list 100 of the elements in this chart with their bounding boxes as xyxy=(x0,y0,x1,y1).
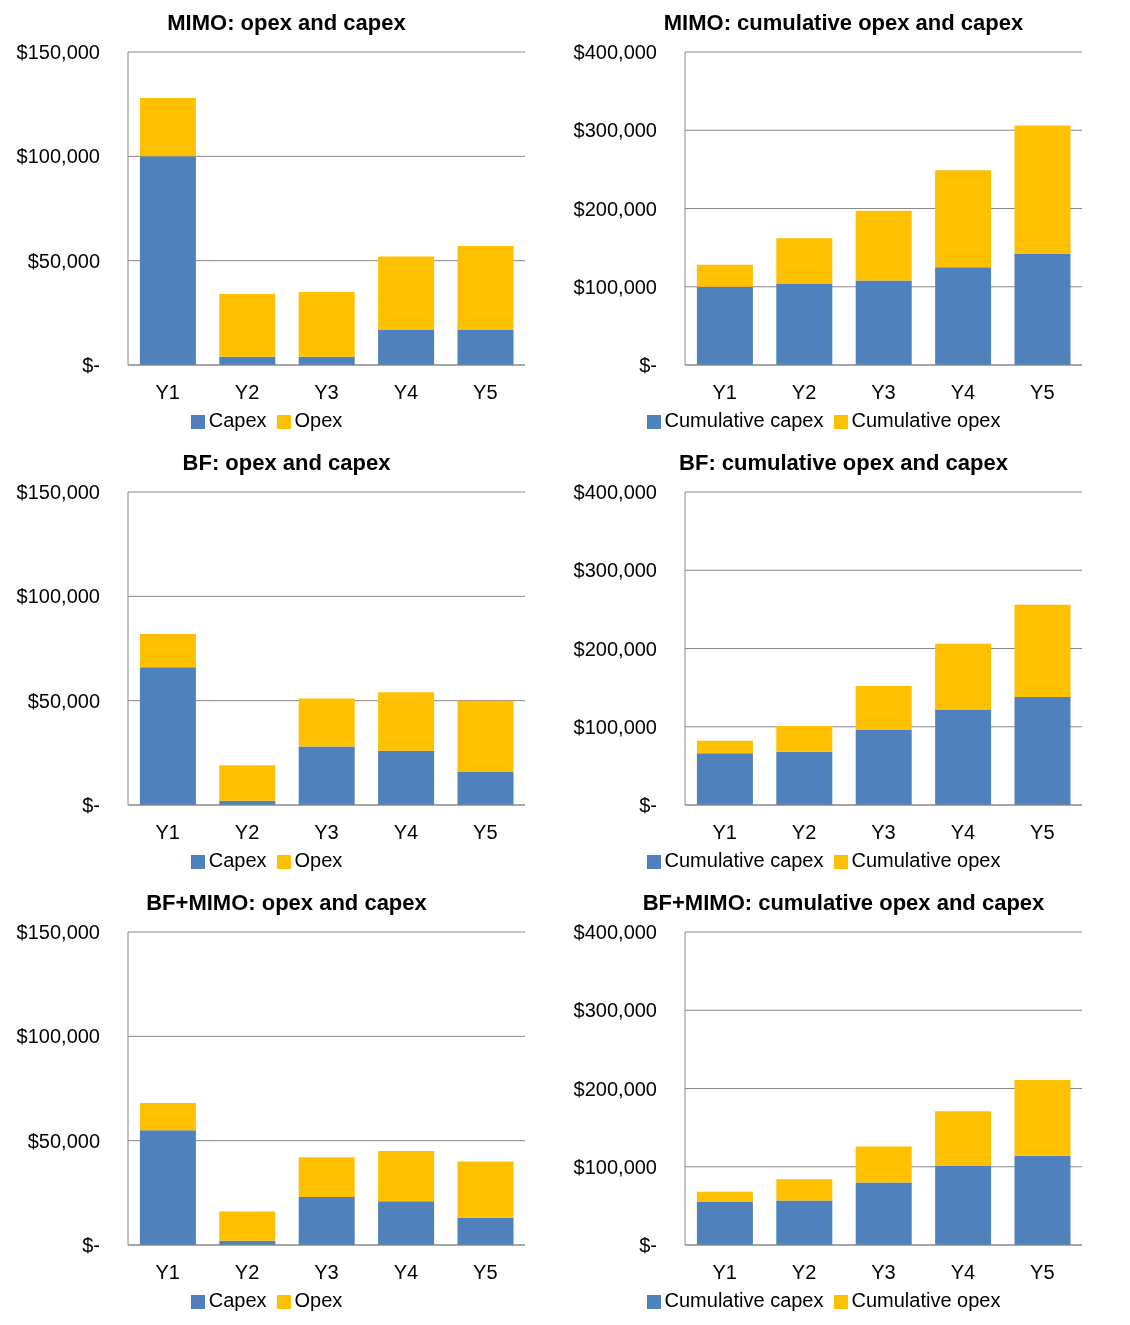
bar xyxy=(855,210,912,281)
bar xyxy=(298,1197,355,1245)
x-tick-label: Y4 xyxy=(393,1261,419,1284)
y-tick-label: $100,000 xyxy=(573,275,657,298)
x-tick-label: Y1 xyxy=(155,821,180,844)
bar xyxy=(378,692,435,751)
y-tick-label: $200,000 xyxy=(573,197,657,220)
bar xyxy=(776,238,833,284)
bar xyxy=(139,1130,196,1245)
bar xyxy=(776,725,833,752)
x-tick-label: Y2 xyxy=(791,821,817,844)
x-tick-label: Y3 xyxy=(871,381,896,404)
x-tick-label: Y4 xyxy=(393,381,419,404)
bar xyxy=(696,1201,753,1245)
x-tick-label: Y2 xyxy=(234,1261,260,1284)
y-tick-label: $300,000 xyxy=(573,559,657,582)
legend-label: Cumulative opex xyxy=(851,1289,1001,1311)
x-tick-label: Y5 xyxy=(1030,381,1055,404)
legend-label: Opex xyxy=(294,1289,343,1311)
y-tick-label: $- xyxy=(639,794,657,817)
bar xyxy=(776,1179,833,1201)
bar xyxy=(1014,253,1071,365)
x-tick-label: Y1 xyxy=(712,821,737,844)
y-tick-label: $100,000 xyxy=(573,1155,657,1178)
y-tick-label: $50,000 xyxy=(27,689,100,712)
bar xyxy=(457,1161,514,1218)
x-tick-label: Y4 xyxy=(950,1261,976,1284)
bar xyxy=(696,286,753,365)
bar xyxy=(219,294,276,357)
bar xyxy=(855,729,912,805)
bar xyxy=(1014,1155,1071,1245)
x-tick-label: Y5 xyxy=(1030,821,1055,844)
x-tick-label: Y5 xyxy=(473,381,498,404)
legend-label: Cumulative capex xyxy=(664,409,824,431)
y-tick-label: $200,000 xyxy=(573,1077,657,1100)
bar xyxy=(378,256,435,330)
x-tick-label: Y4 xyxy=(950,381,976,404)
legend-label: Capex xyxy=(208,409,267,431)
y-tick-label: $100,000 xyxy=(16,145,100,168)
bar xyxy=(855,686,912,730)
bar xyxy=(139,1103,196,1131)
y-tick-label: $150,000 xyxy=(16,481,100,504)
bar xyxy=(378,329,435,365)
x-tick-label: Y3 xyxy=(314,821,339,844)
y-tick-label: $100,000 xyxy=(16,1025,100,1048)
bar xyxy=(219,765,276,801)
bar xyxy=(776,283,833,365)
chart-title: BF+MIMO: cumulative opex and capex xyxy=(641,889,1046,917)
y-tick-label: $200,000 xyxy=(573,637,657,660)
x-tick-label: Y2 xyxy=(791,381,817,404)
y-tick-label: $- xyxy=(82,1234,100,1257)
chart-title: MIMO: opex and capex xyxy=(166,9,407,37)
bar xyxy=(696,1191,753,1202)
bar xyxy=(935,1111,992,1166)
x-tick-label: Y4 xyxy=(393,821,419,844)
bar xyxy=(696,264,753,287)
y-tick-label: $- xyxy=(639,1234,657,1257)
bar xyxy=(776,1200,833,1245)
bar xyxy=(1014,1079,1071,1156)
y-tick-label: $150,000 xyxy=(16,41,100,64)
bar xyxy=(457,329,514,365)
y-tick-label: $100,000 xyxy=(16,585,100,608)
x-tick-label: Y2 xyxy=(234,381,260,404)
bar xyxy=(457,246,514,330)
bar xyxy=(219,1211,276,1241)
y-tick-label: $400,000 xyxy=(573,41,657,64)
y-tick-label: $- xyxy=(82,794,100,817)
x-tick-label: Y3 xyxy=(314,381,339,404)
bar xyxy=(457,700,514,772)
legend-label: Cumulative capex xyxy=(664,1289,824,1311)
bar xyxy=(139,667,196,805)
bar xyxy=(1014,125,1071,254)
x-tick-label: Y1 xyxy=(155,1261,180,1284)
bar xyxy=(457,1217,514,1245)
bar xyxy=(1014,697,1071,805)
bar xyxy=(696,753,753,805)
x-tick-label: Y3 xyxy=(871,821,896,844)
x-tick-label: Y1 xyxy=(155,381,180,404)
x-tick-label: Y1 xyxy=(712,381,737,404)
chart-title: BF+MIMO: opex and capex xyxy=(145,889,428,917)
x-tick-label: Y3 xyxy=(871,1261,896,1284)
x-tick-label: Y4 xyxy=(950,821,976,844)
legend-label: Opex xyxy=(294,409,343,431)
legend-label: Cumulative opex xyxy=(851,849,1001,871)
bar xyxy=(855,1146,912,1183)
bar xyxy=(935,267,992,365)
bar xyxy=(855,280,912,365)
bar xyxy=(776,751,833,805)
x-tick-label: Y1 xyxy=(712,1261,737,1284)
bar xyxy=(378,1201,435,1245)
y-tick-label: $- xyxy=(82,354,100,377)
x-tick-label: Y5 xyxy=(473,821,498,844)
legend-label: Opex xyxy=(294,849,343,871)
bar xyxy=(935,1165,992,1245)
bar xyxy=(457,771,514,805)
y-tick-label: $150,000 xyxy=(16,921,100,944)
legend-label: Capex xyxy=(208,849,267,871)
legend-label: Cumulative opex xyxy=(851,409,1001,431)
bar xyxy=(139,156,196,365)
y-tick-label: $50,000 xyxy=(27,1129,100,1152)
